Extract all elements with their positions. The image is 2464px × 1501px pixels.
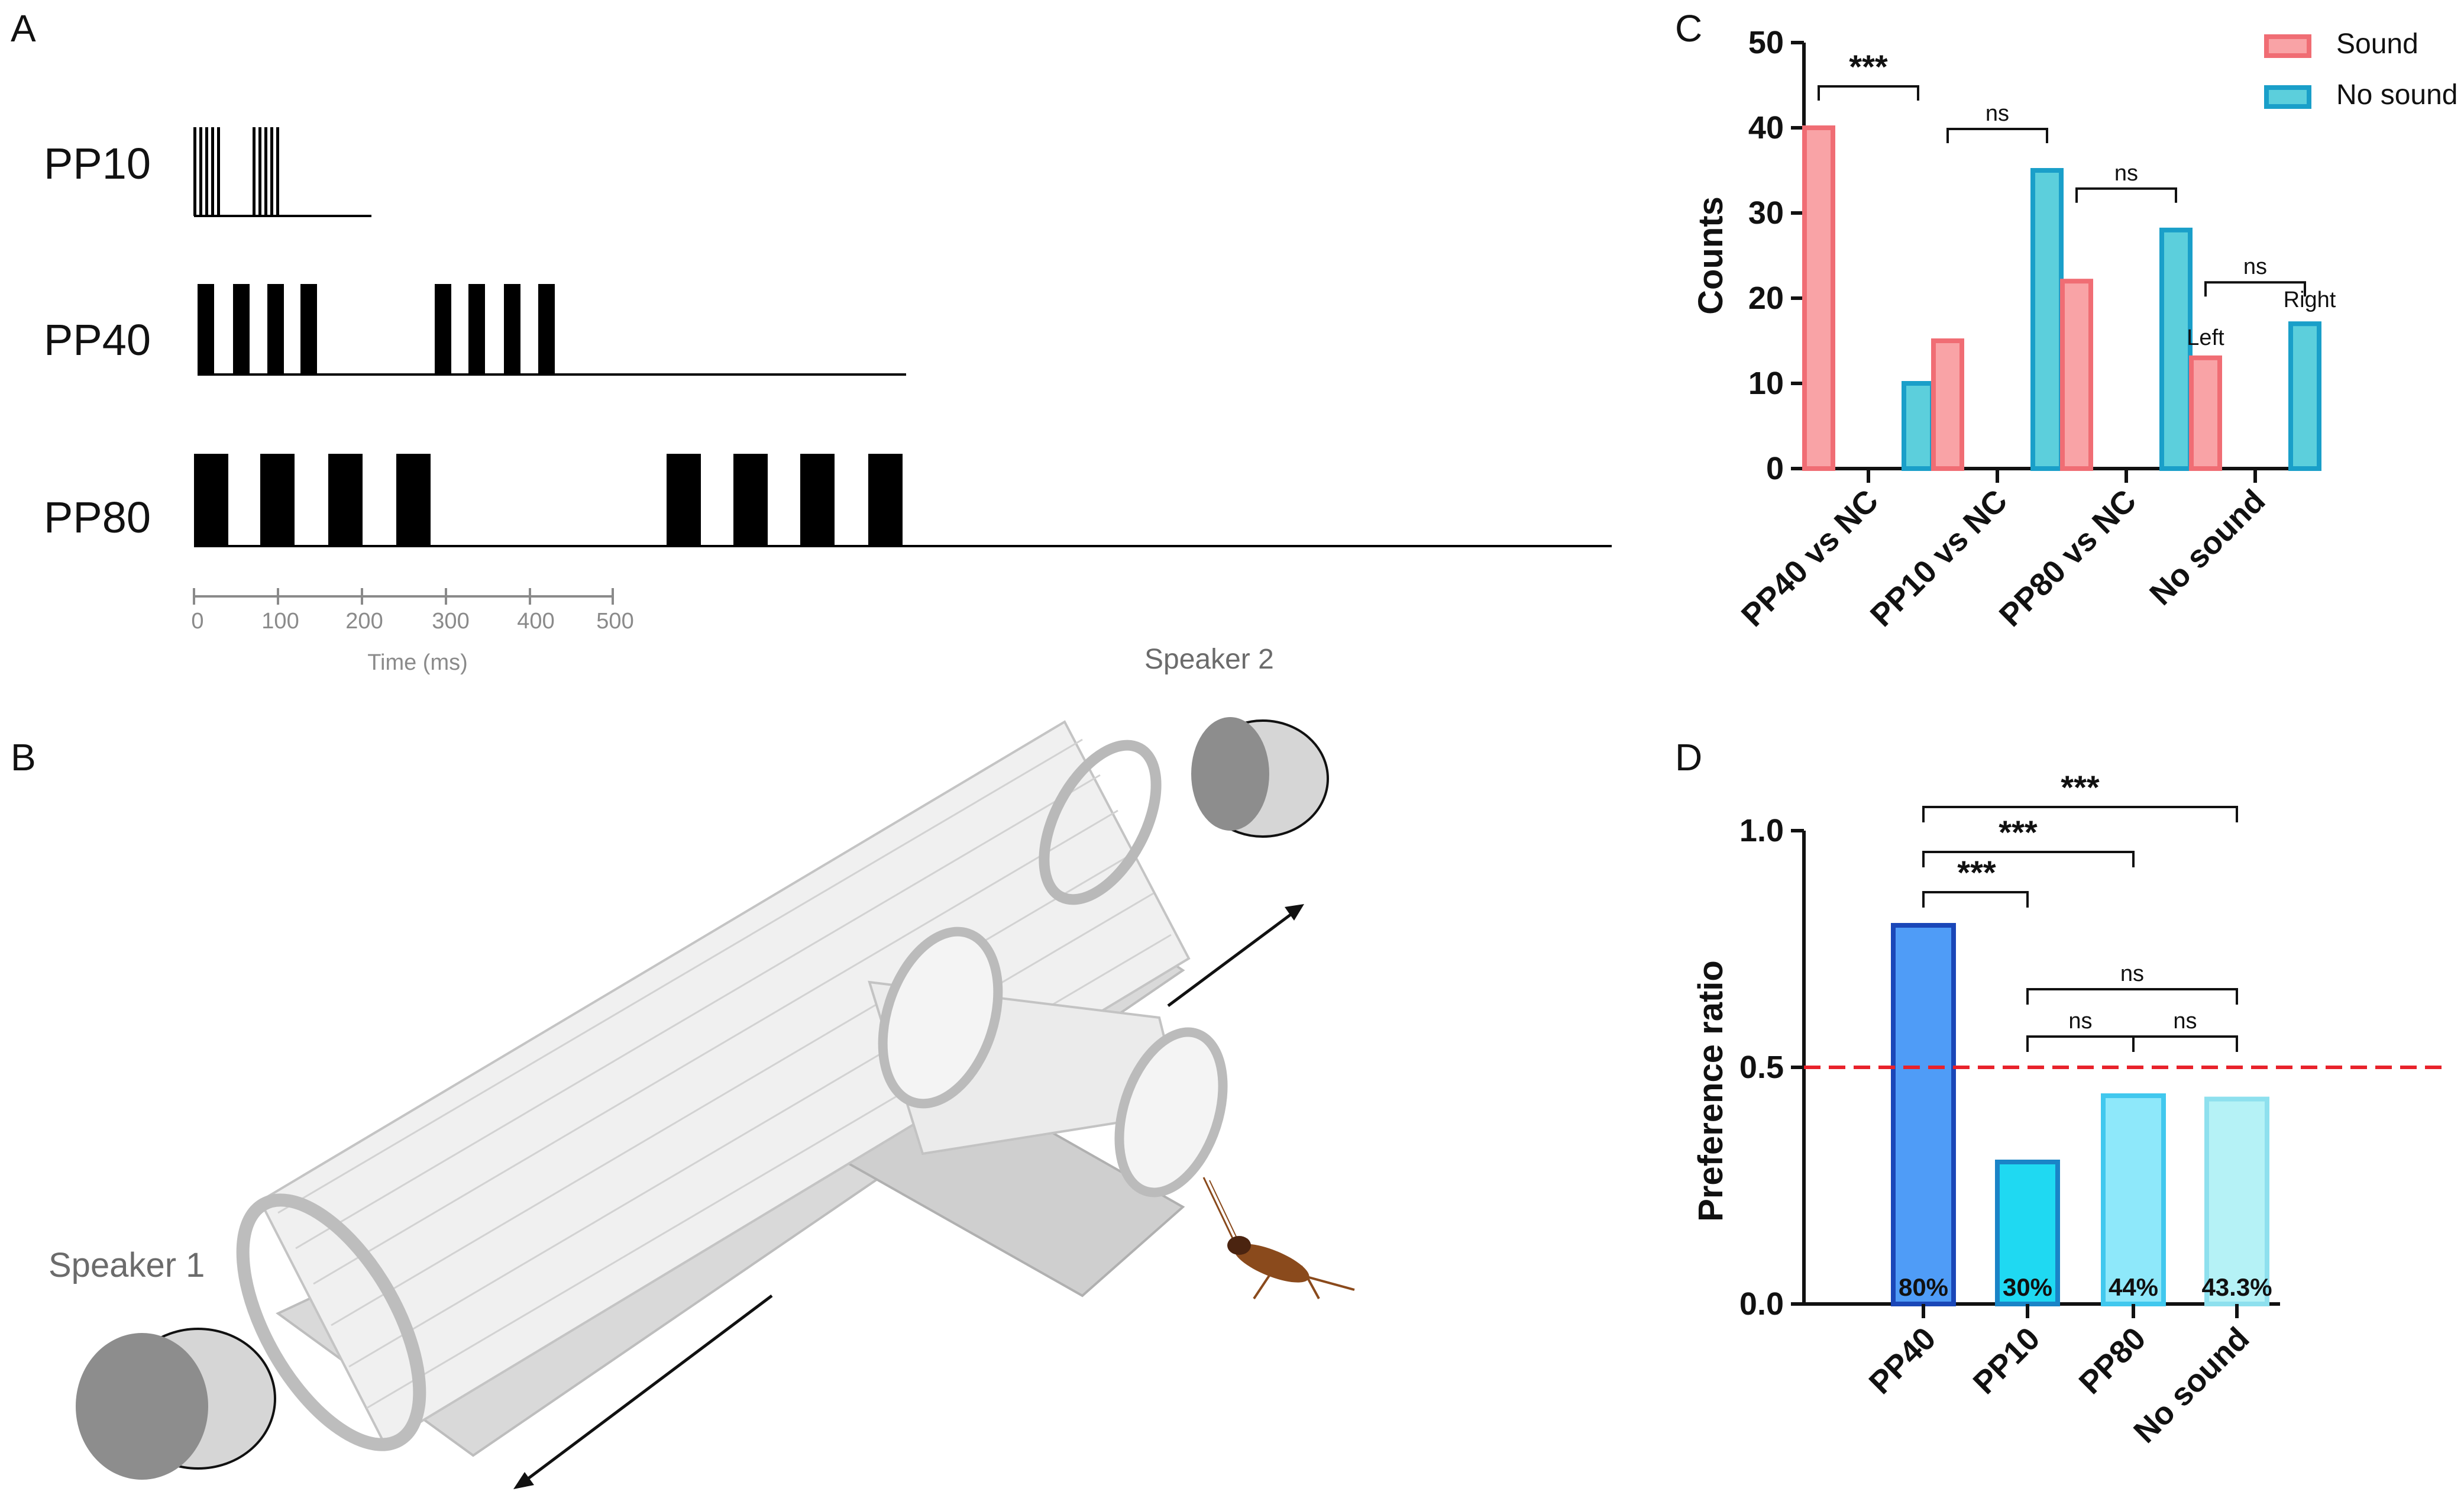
significance-label: ns <box>2114 161 2138 186</box>
significance-bracket <box>1818 85 1919 101</box>
bar-value-label: 80% <box>1899 1273 1948 1301</box>
bar-sound <box>1802 125 1835 471</box>
comparison-label: ns <box>2120 961 2144 986</box>
significance-label: ns <box>2243 254 2267 279</box>
time-scale-bar <box>193 588 614 605</box>
speaker-2-label: Speaker 2 <box>1144 644 1274 675</box>
y-tick-label: 40 <box>1748 110 1784 146</box>
legend-label-no-sound: No sound <box>2336 79 2457 111</box>
time-tick: 500 <box>596 609 633 634</box>
time-tick: 0 <box>191 609 203 634</box>
bar <box>1995 1160 2060 1306</box>
bar-no-sound <box>2288 321 2321 472</box>
bar-sound <box>2189 355 2222 471</box>
bar-value-label: 30% <box>2003 1273 2052 1301</box>
preference-ratio-chart: 0.0 0.5 1.0 Preference ratio 80% PP40 30% PP10 4… <box>1692 769 2449 1450</box>
significance-bracket <box>2075 187 2177 203</box>
bar-no-sound <box>2159 227 2193 471</box>
x-tick-label: PP40 <box>1862 1321 1943 1401</box>
time-tick: 100 <box>261 609 299 634</box>
bar-sound <box>1931 338 1964 471</box>
x-tick-label: PP80 vs NC <box>1993 483 2143 634</box>
bar-annotation-left: Left <box>2187 325 2224 350</box>
pp80-label: PP80 <box>44 493 151 542</box>
bar-value-label: 43.3% <box>2201 1273 2272 1301</box>
x-tick-label: PP10 <box>1967 1321 2047 1401</box>
time-axis-label: Time (ms) <box>367 650 468 675</box>
significance-label: ns <box>1986 101 2009 126</box>
comparison-bracket <box>2132 1035 2238 1052</box>
y-tick-label: 0.5 <box>1739 1050 1784 1085</box>
significance-label: *** <box>1849 48 1888 85</box>
significance-bracket <box>1946 128 2048 143</box>
y-axis-title: Preference ratio <box>1692 960 1730 1222</box>
y-tick-label: 50 <box>1748 25 1784 60</box>
x-tick-label: No sound <box>2143 483 2272 612</box>
comparison-label: ns <box>2068 1009 2092 1034</box>
pp10-label: PP10 <box>44 139 151 188</box>
comparison-label: ns <box>2173 1009 2197 1034</box>
significance-bracket <box>2204 281 2306 297</box>
comparison-bracket <box>1922 851 2135 867</box>
x-tick-label: PP40 vs NC <box>1735 483 1886 634</box>
choice-maze <box>236 720 1228 1457</box>
legend-swatch-no-sound <box>2264 85 2311 109</box>
time-tick: 400 <box>517 609 554 634</box>
bar-sound <box>2060 279 2093 471</box>
pp80-pulse-train <box>194 454 1612 547</box>
comparison-label: *** <box>1999 814 2038 851</box>
speaker-1-label: Speaker 1 <box>48 1246 205 1284</box>
pp40-pulse-train <box>198 284 906 376</box>
comparison-label: *** <box>2061 769 2100 806</box>
comparison-bracket <box>2026 1035 2135 1052</box>
comparison-label: *** <box>1957 854 1996 891</box>
panel-letter-c: C <box>1675 7 1702 50</box>
speaker-1 <box>76 1328 276 1480</box>
y-tick-label: 20 <box>1748 280 1784 316</box>
panel-letter-b: B <box>11 736 36 779</box>
x-tick-label: PP80 <box>2072 1321 2153 1401</box>
speaker-2 <box>1191 717 1329 838</box>
comparison-bracket <box>2026 988 2238 1005</box>
comparison-bracket <box>1922 891 2029 908</box>
bar-annotation-right: Right <box>2284 288 2336 312</box>
time-tick: 200 <box>345 609 383 634</box>
bar-no-sound <box>1902 381 1935 471</box>
bar <box>1891 923 1956 1306</box>
bar-value-label: 44% <box>2109 1273 2158 1301</box>
bar-no-sound <box>2030 168 2064 471</box>
comparison-bracket <box>1922 806 2238 822</box>
counts-chart: 0 10 20 30 40 50 Counts PP40 vs NC *** PP10 vs NC… <box>1692 25 2457 634</box>
legend-label-sound: Sound <box>2336 28 2418 60</box>
x-tick-label: PP10 vs NC <box>1864 483 2014 634</box>
cricket-illustration <box>1202 1177 1355 1300</box>
bar <box>2101 1093 2166 1306</box>
direction-arrow-left <box>513 1295 773 1489</box>
y-tick-label: 0.0 <box>1739 1286 1784 1322</box>
y-tick-label: 30 <box>1748 195 1784 231</box>
pp40-label: PP40 <box>44 315 151 364</box>
pp10-pulse-train <box>193 127 371 217</box>
legend-swatch-sound <box>2264 34 2311 58</box>
time-tick: 300 <box>432 609 469 634</box>
y-tick-label: 1.0 <box>1739 813 1784 848</box>
direction-arrow-right <box>1167 904 1304 1008</box>
y-axis-title: Counts <box>1692 196 1730 315</box>
panel-letter-d: D <box>1675 736 1702 779</box>
panel-letter-a: A <box>11 7 36 50</box>
y-tick-label: 0 <box>1766 451 1784 486</box>
y-tick-label: 10 <box>1748 366 1784 401</box>
